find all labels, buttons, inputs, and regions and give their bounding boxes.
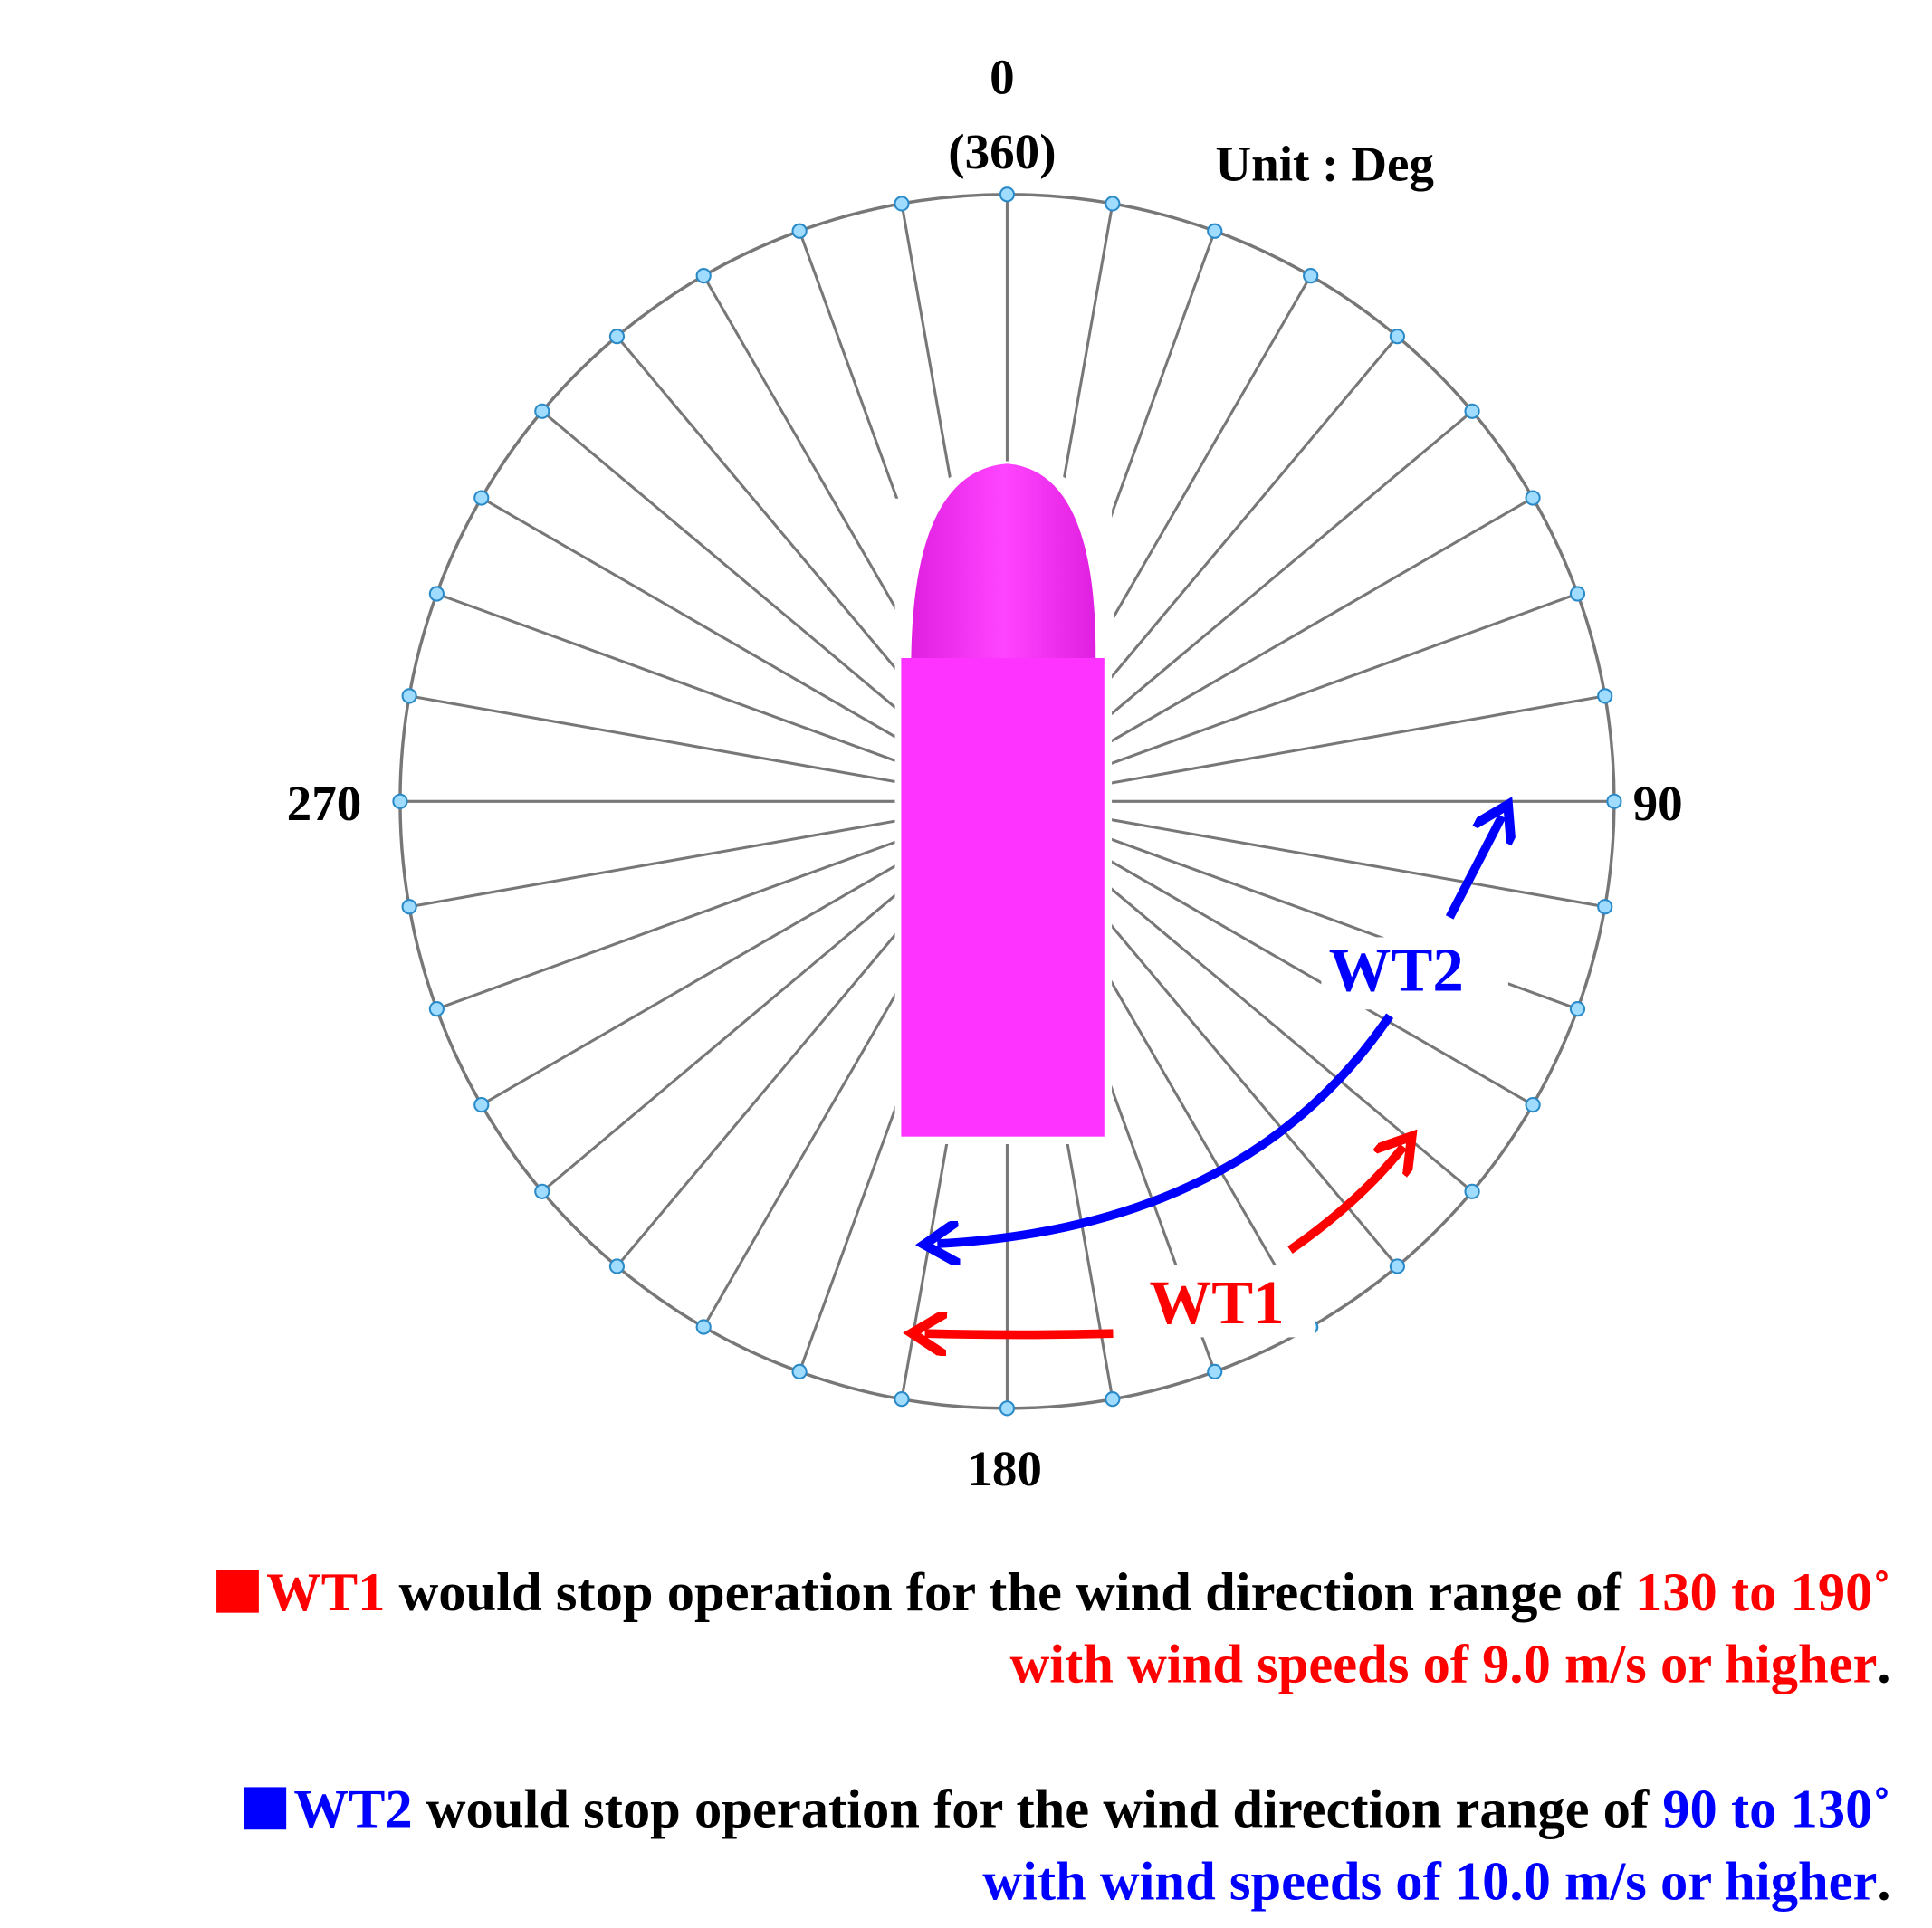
note-marker (216, 1570, 259, 1613)
spoke-dot (1525, 490, 1541, 506)
spoke-dot (1464, 403, 1480, 419)
note-text: . (1877, 1851, 1890, 1912)
spoke-dot (1105, 196, 1121, 212)
spoke-dot (1525, 1096, 1541, 1113)
wt2-arrow (1445, 816, 1502, 920)
note-text: 130 to 190˚ (1635, 1562, 1891, 1623)
ship-hull (901, 657, 1105, 1137)
west-label: 270 (287, 776, 362, 831)
spoke-dot (473, 1096, 490, 1113)
note-text: 90 to 130˚ (1662, 1779, 1890, 1839)
spoke-dot (1569, 1001, 1586, 1017)
note-text: WT1 (266, 1562, 385, 1623)
spoke-dot (1207, 223, 1223, 239)
spoke-dot (473, 490, 490, 506)
wt1-arrow (925, 1333, 1114, 1334)
notes: WT1 would stop operation for the wind di… (216, 1562, 1891, 1912)
wt1-arrow (1287, 1147, 1403, 1254)
north-label: 0 (990, 49, 1015, 104)
spoke-dot (1207, 1363, 1223, 1380)
spoke-dot (695, 1319, 712, 1335)
spoke-dot (1389, 329, 1406, 345)
north-alt-label: (360) (948, 124, 1056, 179)
spoke-dot (608, 329, 626, 345)
unit-label: Unit : Deg (1215, 137, 1434, 192)
spoke-dot (791, 1363, 808, 1380)
note-line: with wind speeds of 10.0 m/s or higher. (982, 1851, 1890, 1912)
note-line: WT2 would stop operation for the wind di… (293, 1779, 1890, 1839)
label-clear (1321, 937, 1508, 1010)
spoke-dot (401, 899, 417, 915)
wt2-arrow (937, 1013, 1394, 1244)
spoke-dot (608, 1258, 626, 1274)
east-label: 90 (1633, 776, 1683, 831)
note-text: . (1877, 1635, 1890, 1695)
wt1-label: WT1 (1149, 1268, 1284, 1337)
note-text: would stop operation for the wind direct… (413, 1779, 1663, 1839)
label-clear (1140, 1265, 1315, 1338)
spoke-dot (1606, 793, 1622, 809)
south-label: 180 (967, 1441, 1042, 1496)
note-text: with wind speeds of 9.0 m/s or higher (1010, 1635, 1878, 1695)
spoke-dot (392, 793, 408, 809)
spoke-dot (1597, 899, 1613, 915)
note-text: would stop operation for the wind direct… (385, 1562, 1635, 1623)
spoke-dot (695, 268, 712, 284)
note-text: with wind speeds of 10.0 m/s or higher (982, 1851, 1877, 1912)
spoke-dot (534, 1183, 550, 1199)
ship-bow (911, 463, 1096, 658)
spoke-dot (1464, 1183, 1480, 1199)
spoke-dot (1597, 688, 1613, 704)
spoke-dot (428, 586, 445, 602)
spoke-dot (534, 403, 550, 419)
note-line: WT1 would stop operation for the wind di… (266, 1562, 1890, 1623)
spoke-dot (791, 223, 808, 239)
spoke-dot (1389, 1258, 1406, 1274)
spoke-dot (999, 1400, 1016, 1417)
spoke-dot (894, 196, 910, 212)
note-line: with wind speeds of 9.0 m/s or higher. (1010, 1635, 1891, 1695)
note-marker (244, 1787, 287, 1830)
spoke-dot (999, 186, 1016, 203)
spoke-dot (1569, 586, 1586, 602)
spoke-dot (894, 1391, 910, 1408)
note-text: WT2 (293, 1779, 412, 1839)
spoke-dot (1303, 268, 1319, 284)
spoke-dot (1105, 1391, 1121, 1408)
spoke-dot (401, 688, 417, 704)
wt2-label: WT2 (1329, 936, 1464, 1005)
spoke-dot (428, 1001, 445, 1017)
